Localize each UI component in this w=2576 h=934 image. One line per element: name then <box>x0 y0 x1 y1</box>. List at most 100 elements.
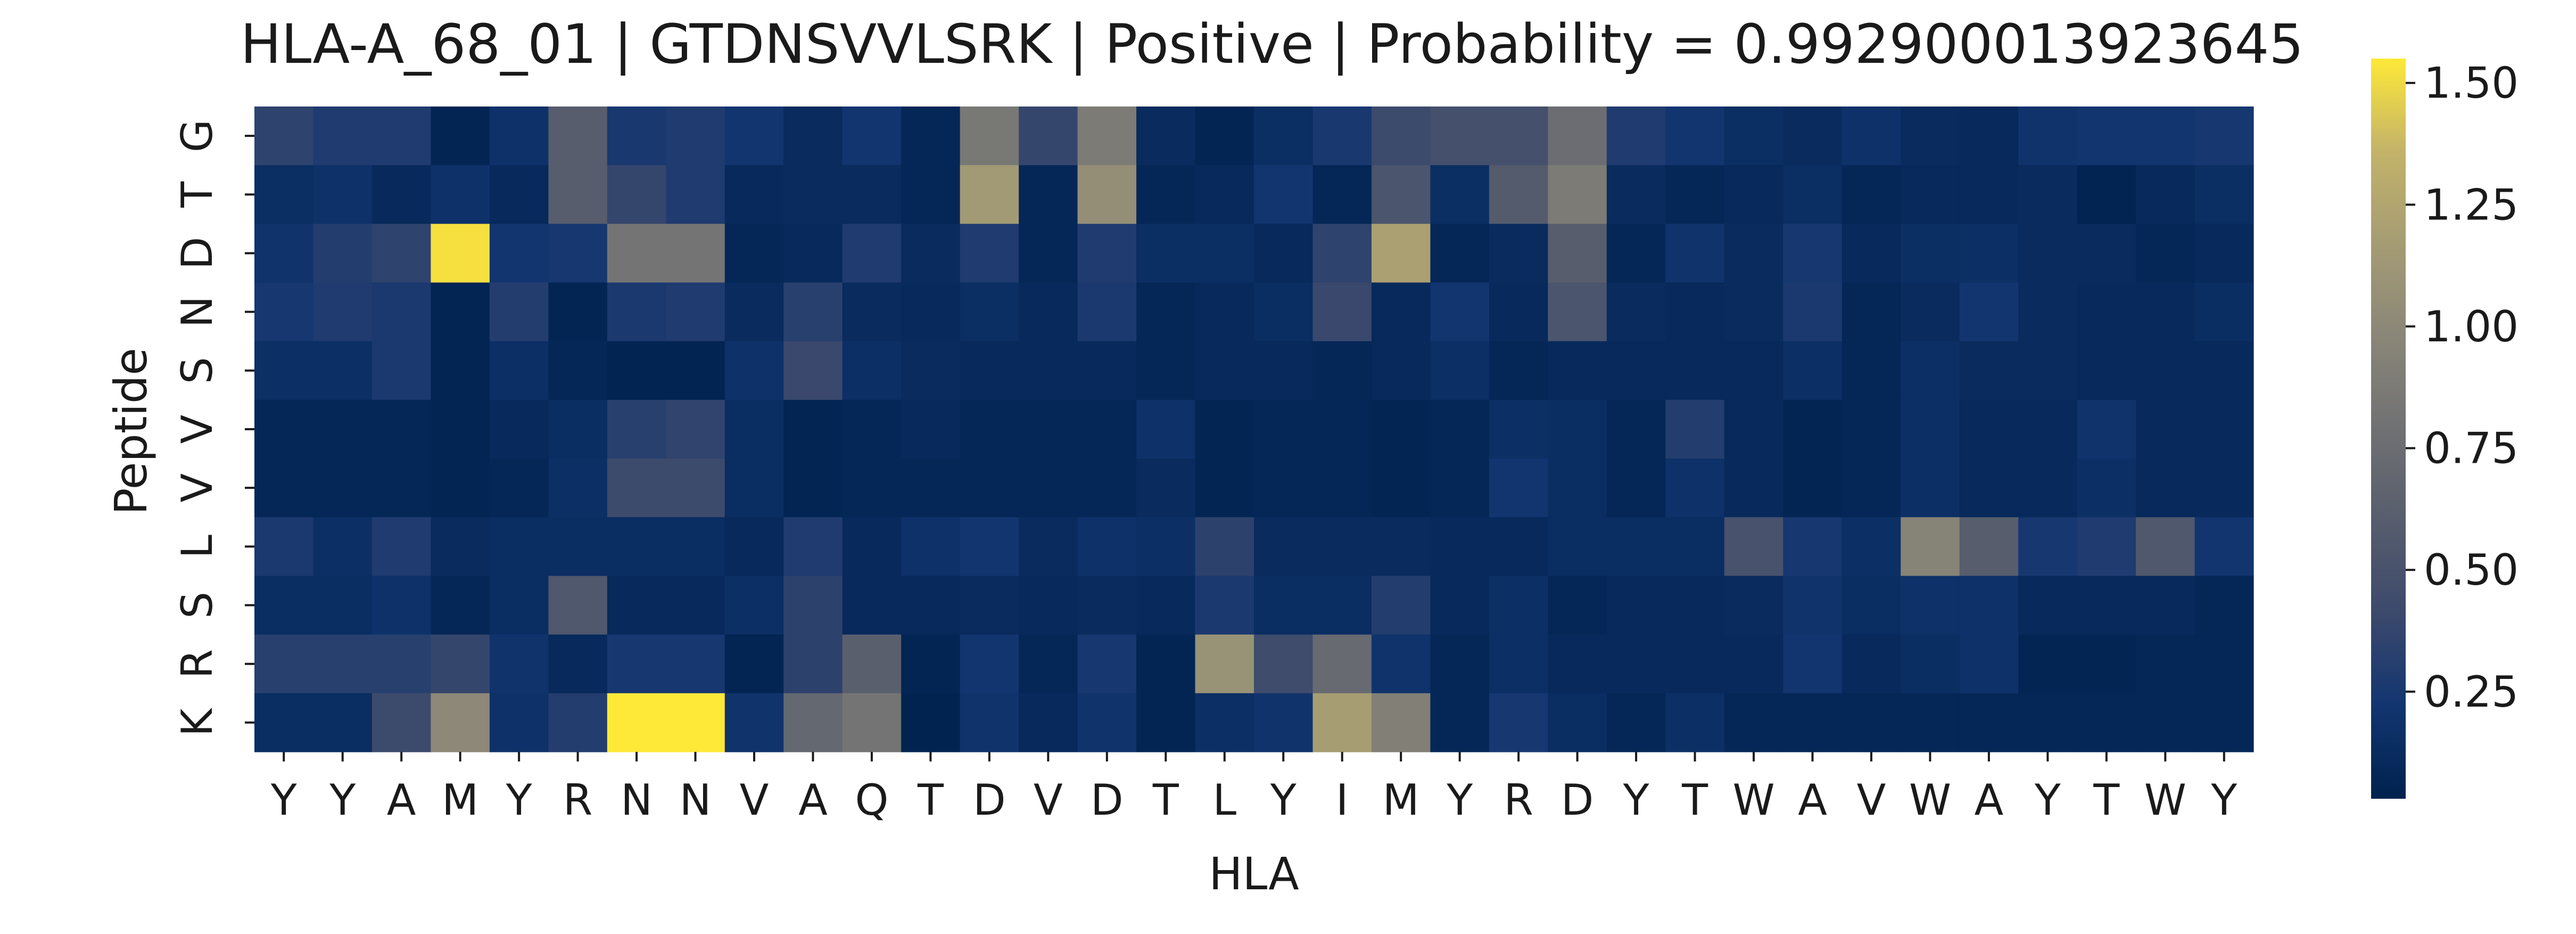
heatmap-cell <box>1371 165 1431 224</box>
heatmap-cell <box>1371 517 1431 577</box>
heatmap-cell <box>783 576 843 635</box>
heatmap-cell <box>1195 399 1254 459</box>
heatmap-cell <box>783 106 843 166</box>
heatmap-cell <box>1724 341 1784 400</box>
x-tick-label: A <box>1975 775 2004 825</box>
heatmap-cell <box>1901 458 1960 518</box>
heatmap-cell <box>548 693 608 752</box>
heatmap-cell <box>1665 282 1725 342</box>
y-tick-label: L <box>172 535 222 559</box>
heatmap-cell <box>2077 341 2136 400</box>
heatmap-cell <box>901 282 961 342</box>
heatmap-cell <box>1959 517 2019 577</box>
heatmap-cell <box>901 693 961 752</box>
x-tick-label: D <box>973 775 1006 825</box>
heatmap-cell <box>2136 693 2195 752</box>
heatmap-cell <box>431 458 490 518</box>
heatmap-cell <box>1842 106 1901 166</box>
heatmap-cell <box>548 458 608 518</box>
heatmap-cell <box>666 517 725 577</box>
heatmap-cell <box>548 517 608 577</box>
heatmap-cell <box>2136 399 2195 459</box>
heatmap-cell <box>666 224 725 283</box>
heatmap-cell <box>1783 634 1843 694</box>
heatmap-cell <box>1548 106 1607 166</box>
heatmap-cell <box>431 106 490 166</box>
y-tick-label: N <box>172 296 222 328</box>
heatmap-cell <box>1489 341 1548 400</box>
heatmap-cell <box>1254 224 1314 283</box>
heatmap-cell <box>371 282 432 342</box>
heatmap-cell <box>1959 282 2019 342</box>
heatmap-cell <box>607 224 666 283</box>
heatmap-cell <box>1254 576 1314 635</box>
heatmap-cell <box>489 224 549 283</box>
heatmap-cell <box>1783 517 1843 577</box>
heatmap-cell <box>1430 165 1490 224</box>
heatmap-cell <box>1724 634 1784 694</box>
heatmap-cell <box>254 517 314 577</box>
heatmap-cell <box>607 458 666 518</box>
heatmap-cell <box>1136 693 1196 752</box>
y-tick-label: V <box>172 414 222 444</box>
heatmap-cell <box>1783 282 1843 342</box>
heatmap-cell <box>1606 282 1666 342</box>
heatmap-cell <box>1901 634 1960 694</box>
heatmap-cell <box>1842 224 1901 283</box>
heatmap-cell <box>960 693 1019 752</box>
heatmap-cell <box>1430 282 1490 342</box>
heatmap-cell <box>1606 693 1666 752</box>
heatmap-cell <box>607 517 666 577</box>
heatmap-cell <box>2018 693 2078 752</box>
heatmap-cell <box>2077 224 2136 283</box>
heatmap-cell <box>842 458 902 518</box>
heatmap-cell <box>724 341 784 400</box>
heatmap-cell <box>1665 399 1725 459</box>
colorbar-tick-label: 0.25 <box>2424 667 2519 717</box>
heatmap-cell <box>1548 693 1607 752</box>
heatmap-cell <box>1665 106 1725 166</box>
colorbar-tick-label: 1.25 <box>2424 180 2519 230</box>
chart-title: HLA-A_68_01 | GTDNSVVLSRK | Positive | P… <box>241 13 2304 76</box>
x-tick-label: M <box>442 775 478 825</box>
heatmap-cell <box>313 165 373 224</box>
heatmap-cell <box>960 458 1019 518</box>
heatmap-cell <box>1077 399 1137 459</box>
heatmap-cell <box>313 341 373 400</box>
x-tick-label: I <box>1336 775 1349 825</box>
heatmap-cell <box>1136 224 1196 283</box>
heatmap-cell <box>1077 634 1137 694</box>
heatmap-cell <box>1019 341 1078 400</box>
heatmap-cell <box>666 399 725 459</box>
heatmap-cell <box>1548 458 1607 518</box>
x-tick-label: V <box>1857 775 1886 825</box>
heatmap-cell <box>1312 106 1372 166</box>
heatmap-cell <box>1430 576 1490 635</box>
heatmap-cell <box>901 224 961 283</box>
x-tick-label: N <box>680 775 712 825</box>
heatmap-cell <box>2018 282 2078 342</box>
heatmap-cell <box>842 165 902 224</box>
y-tick-label: T <box>172 181 222 208</box>
heatmap-cell <box>1901 517 1960 577</box>
heatmap-cell <box>1371 576 1431 635</box>
heatmap-cell <box>666 282 725 342</box>
heatmap-cell <box>1019 517 1078 577</box>
heatmap-cell <box>489 282 549 342</box>
heatmap-cell <box>1901 106 1960 166</box>
heatmap-cell <box>1430 634 1490 694</box>
heatmap-cell <box>1783 106 1843 166</box>
heatmap-cell <box>1489 517 1548 577</box>
x-tick-label: D <box>1561 775 1594 825</box>
heatmap-cell <box>960 341 1019 400</box>
heatmap-cell <box>431 399 490 459</box>
y-axis-label: Peptide <box>105 348 157 515</box>
heatmap-cell <box>842 224 902 283</box>
heatmap-cell <box>2194 106 2254 166</box>
heatmap-cell <box>607 106 666 166</box>
heatmap-cell <box>2194 224 2254 283</box>
heatmap-cell <box>1959 106 2019 166</box>
heatmap-cell <box>431 224 490 283</box>
heatmap-cell <box>371 224 432 283</box>
heatmap-cell <box>1548 634 1607 694</box>
